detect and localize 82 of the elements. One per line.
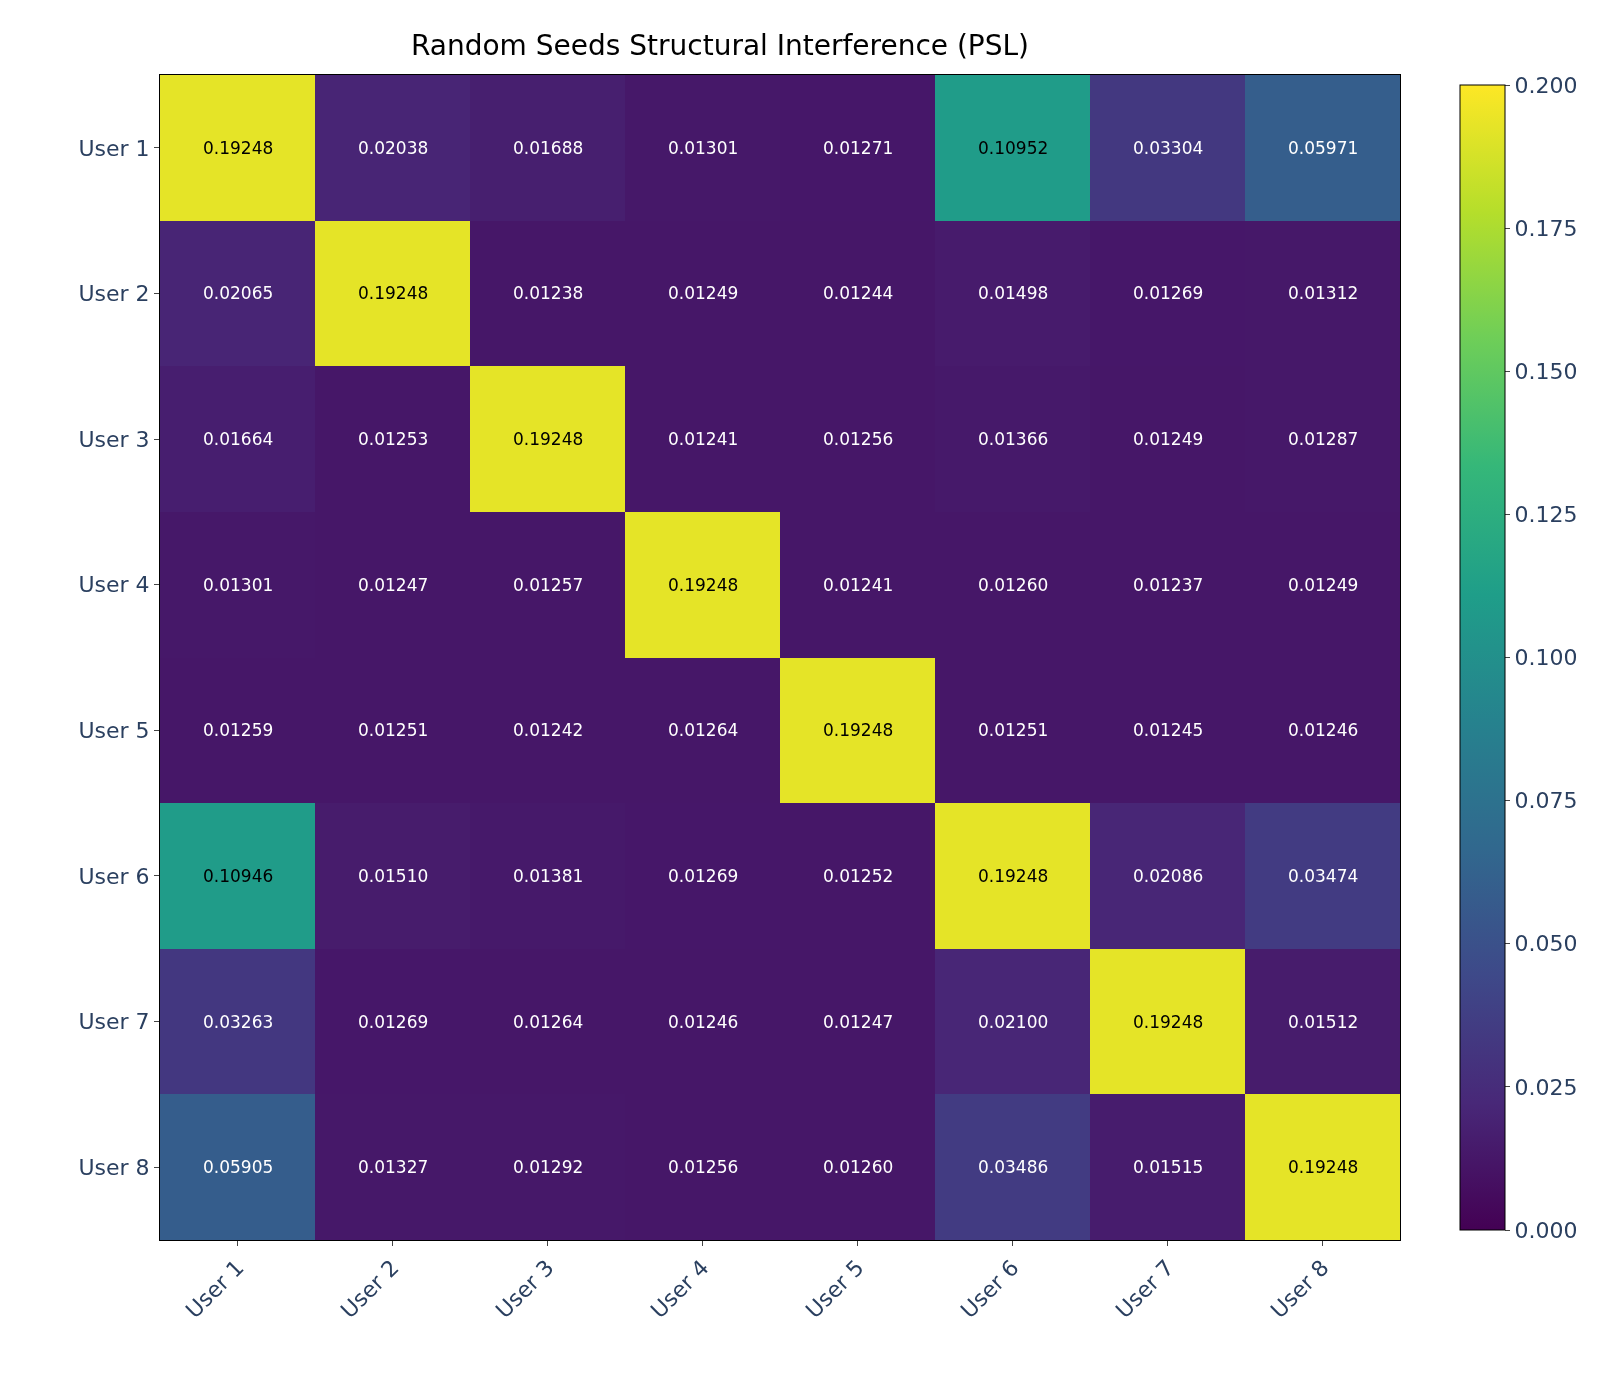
data-label: 0.03474 [1288, 866, 1359, 886]
data-label: 0.10952 [978, 138, 1049, 158]
data-label: 0.01251 [358, 720, 429, 740]
data-label: 0.01312 [1288, 283, 1359, 303]
data-label: 0.02100 [978, 1012, 1049, 1032]
color-bar-label: 0.075 [1514, 788, 1578, 814]
data-label: 0.19248 [823, 720, 894, 740]
data-label: 0.19248 [1133, 1012, 1204, 1032]
color-bar-label: 0.025 [1514, 1074, 1578, 1100]
data-label: 0.01247 [358, 575, 429, 595]
data-label: 0.01249 [668, 283, 739, 303]
data-label: 0.01327 [358, 1157, 429, 1177]
data-label: 0.01256 [668, 1157, 739, 1177]
data-label: 0.02038 [358, 138, 429, 158]
color-bar-label: 0.125 [1514, 502, 1578, 528]
y-tick-label: User 2 [78, 281, 150, 307]
color-bar-label: 0.200 [1514, 72, 1578, 98]
color-bar-label: 0.050 [1514, 931, 1578, 957]
data-label: 0.01253 [358, 429, 429, 449]
data-label: 0.01301 [668, 138, 739, 158]
data-label: 0.01246 [668, 1012, 739, 1032]
data-label: 0.01381 [513, 866, 584, 886]
data-label: 0.01688 [513, 138, 584, 158]
chart-title: Random Seeds Structural Interference (PSL) [410, 28, 1030, 62]
data-label: 0.02086 [1133, 866, 1204, 886]
data-label: 0.05971 [1288, 138, 1359, 158]
data-label: 0.01244 [823, 283, 894, 303]
data-label: 0.05905 [203, 1157, 274, 1177]
data-label: 0.01246 [1288, 720, 1359, 740]
data-label: 0.01247 [823, 1012, 894, 1032]
y-tick-label: User 7 [78, 1009, 150, 1035]
y-tick-label: User 8 [78, 1154, 150, 1180]
data-label: 0.01498 [978, 283, 1049, 303]
data-label: 0.01241 [823, 575, 894, 595]
data-label: 0.03263 [203, 1012, 274, 1032]
data-label: 0.01260 [978, 575, 1049, 595]
color-bar-label: 0.000 [1514, 1217, 1578, 1243]
color-bar-label: 0.100 [1514, 645, 1578, 671]
data-label: 0.19248 [1288, 1157, 1359, 1177]
data-label: 0.19248 [668, 575, 739, 595]
color-bar-label: 0.150 [1514, 358, 1578, 384]
data-label: 0.01510 [358, 866, 429, 886]
data-label: 0.01664 [203, 429, 274, 449]
data-label: 0.01269 [358, 1012, 429, 1032]
data-label: 0.19248 [358, 283, 429, 303]
data-label: 0.01264 [668, 720, 739, 740]
data-label: 0.01271 [823, 138, 894, 158]
data-label: 0.01259 [203, 720, 274, 740]
data-label: 0.02065 [203, 283, 274, 303]
data-label: 0.01252 [823, 866, 894, 886]
y-tick-label: User 4 [78, 572, 150, 598]
data-label: 0.01242 [513, 720, 584, 740]
y-tick-label: User 5 [78, 718, 150, 744]
data-label: 0.01249 [1133, 429, 1204, 449]
data-label: 0.01292 [513, 1157, 584, 1177]
color-bar-label: 0.175 [1514, 215, 1578, 241]
y-tick-label: User 6 [78, 863, 150, 889]
data-label: 0.19248 [978, 866, 1049, 886]
data-label: 0.01241 [668, 429, 739, 449]
data-label: 0.19248 [203, 138, 274, 158]
data-label: 0.10946 [203, 866, 274, 886]
data-label: 0.03304 [1133, 138, 1204, 158]
data-label: 0.01245 [1133, 720, 1204, 740]
data-label: 0.01515 [1133, 1157, 1204, 1177]
y-tick-label: User 3 [78, 426, 150, 452]
data-label: 0.01238 [513, 283, 584, 303]
data-label: 0.01301 [203, 575, 274, 595]
data-label: 0.01512 [1288, 1012, 1359, 1032]
data-label: 0.01269 [668, 866, 739, 886]
data-label: 0.01237 [1133, 575, 1204, 595]
data-label: 0.01251 [978, 720, 1049, 740]
data-label: 0.01366 [978, 429, 1049, 449]
y-tick-label: User 1 [78, 135, 150, 161]
data-label: 0.01264 [513, 1012, 584, 1032]
data-label: 0.01257 [513, 575, 584, 595]
data-label: 0.03486 [978, 1157, 1049, 1177]
data-label: 0.19248 [513, 429, 584, 449]
data-label: 0.01256 [823, 429, 894, 449]
data-label: 0.01260 [823, 1157, 894, 1177]
data-label: 0.01287 [1288, 429, 1359, 449]
data-label: 0.01269 [1133, 283, 1204, 303]
data-label: 0.01249 [1288, 575, 1359, 595]
